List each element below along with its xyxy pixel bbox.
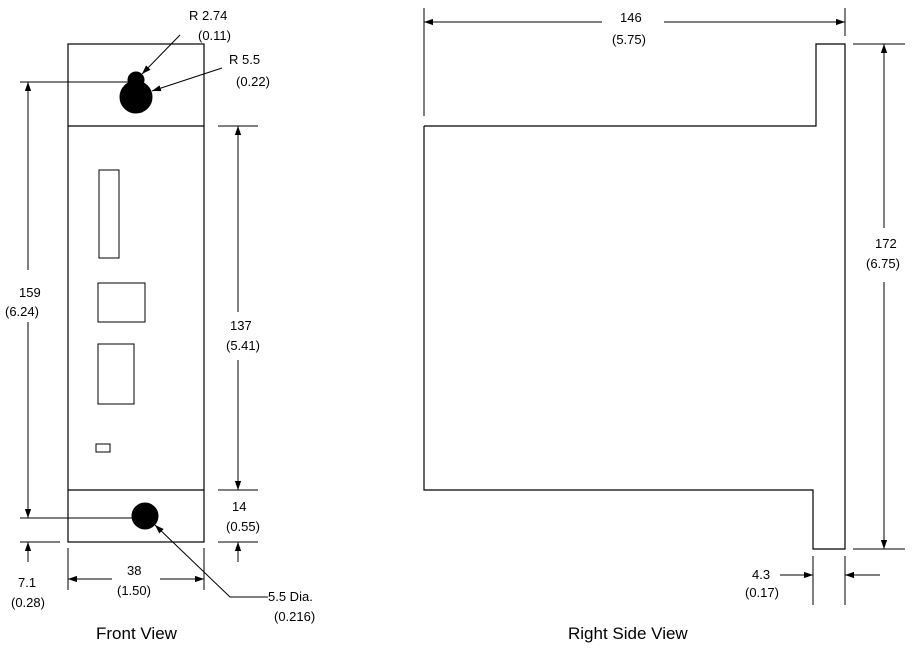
dim-137-mm: 137 (230, 318, 252, 333)
side-profile-outline (423, 43, 846, 550)
keyhole-slot (119, 71, 153, 114)
front-rect-window (97, 343, 135, 405)
hole-dia-leader (154, 524, 268, 598)
front-small-indicator (95, 443, 111, 453)
r-large-inch: (0.22) (236, 74, 270, 89)
dim-38-inch: (1.50) (117, 583, 151, 598)
front-square-window (97, 282, 146, 323)
dim-146-inch: (5.75) (612, 32, 646, 47)
front-view: R 2.74 (0.11) R 5.5 (0.22) 159 (6.24) 13… (5, 8, 315, 643)
dim-14-inch: (0.55) (226, 519, 260, 534)
front-slot-tall (98, 169, 120, 259)
r-small-leader (141, 34, 181, 75)
bottom-mounting-hole (131, 502, 159, 530)
dim-7-1-inch: (0.28) (11, 595, 45, 610)
side-view: 146 (5.75) 172 (6.75) 4.3 (0.17) Right S… (423, 8, 905, 643)
dim-7-1-mm: 7.1 (18, 575, 36, 590)
side-view-caption: Right Side View (568, 624, 688, 643)
dim-4-3-inch: (0.17) (745, 585, 779, 600)
dim-4-3-mm: 4.3 (752, 567, 770, 582)
dim-159-mm: 159 (19, 285, 41, 300)
dim-14-mm: 14 (232, 499, 246, 514)
dim-172-inch: (6.75) (866, 256, 900, 271)
front-view-caption: Front View (96, 624, 178, 643)
r-large-label: R 5.5 (229, 52, 260, 67)
dim-159-inch: (6.24) (5, 304, 39, 319)
r-small-label: R 2.74 (189, 8, 227, 23)
front-outline (67, 43, 205, 543)
hole-dia-label: 5.5 Dia. (268, 589, 313, 604)
dim-146-mm: 146 (620, 10, 642, 25)
r-large-leader (151, 67, 223, 92)
hole-dia-inch: (0.216) (274, 609, 315, 624)
dim-137-inch: (5.41) (226, 338, 260, 353)
dim-38-mm: 38 (127, 563, 141, 578)
dim-172-mm: 172 (875, 236, 897, 251)
r-small-inch: (0.11) (198, 28, 231, 43)
